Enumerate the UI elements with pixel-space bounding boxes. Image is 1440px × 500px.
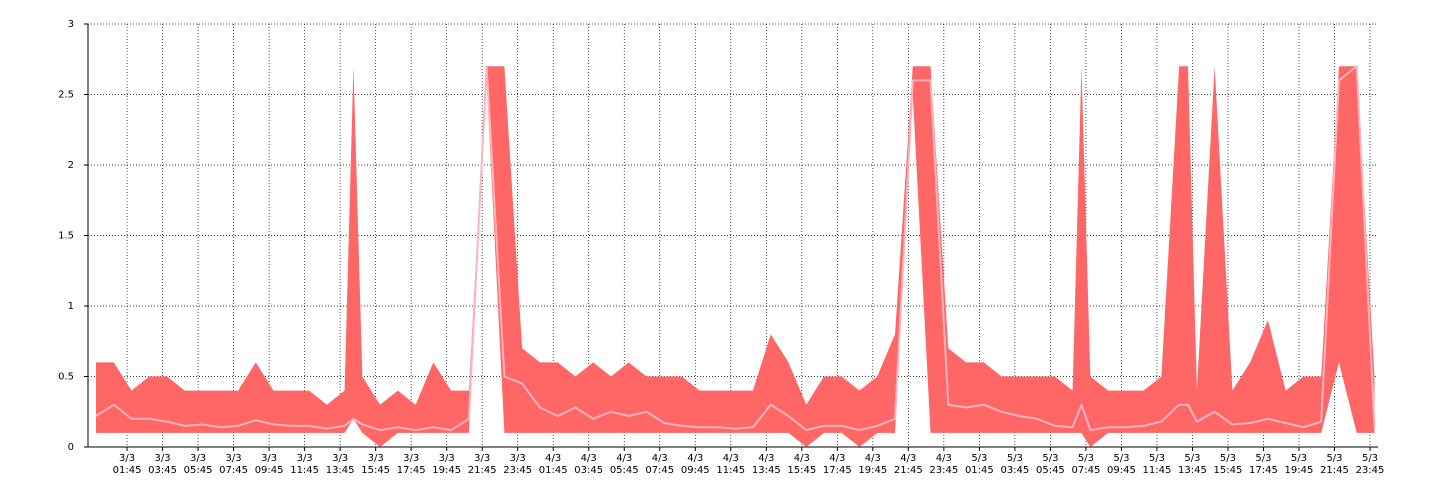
x-tick-label: 4/3 11:45 xyxy=(716,453,746,476)
x-tick-label: 3/3 05:45 xyxy=(183,453,213,476)
y-tick-label: 0.5 xyxy=(58,372,74,383)
x-tick-label: 3/3 03:45 xyxy=(148,453,177,476)
x-tick-label: 5/3 05:45 xyxy=(1035,453,1065,476)
y-tick-label: 1 xyxy=(68,301,74,312)
y-tick-label: 1.5 xyxy=(58,231,74,242)
x-tick-label: 3/3 21:45 xyxy=(467,453,497,476)
x-tick-label: 4/3 05:45 xyxy=(609,453,639,476)
y-tick-label: 0 xyxy=(68,442,74,453)
y-tick-label: 2 xyxy=(68,160,74,171)
x-tick-label: 4/3 15:45 xyxy=(787,453,817,476)
x-tick-label: 4/3 17:45 xyxy=(822,453,852,476)
y-tick-label: 3 xyxy=(68,19,74,30)
x-tick-label: 3/3 11:45 xyxy=(290,453,320,476)
x-tick-label: 3/3 01:45 xyxy=(112,453,142,476)
x-tick-label: 4/3 21:45 xyxy=(893,453,923,476)
x-tick-label: 5/3 07:45 xyxy=(1071,453,1101,476)
x-tick-label: 5/3 21:45 xyxy=(1320,453,1349,476)
x-tick-label: 4/3 03:45 xyxy=(574,453,604,476)
x-tick-label: 5/3 01:45 xyxy=(964,453,994,476)
x-tick-label: 5/3 11:45 xyxy=(1142,453,1172,476)
x-tick-label: 5/3 19:45 xyxy=(1284,453,1314,476)
x-tick-label: 4/3 09:45 xyxy=(680,453,710,476)
x-tick-label: 3/3 07:45 xyxy=(219,453,248,476)
range-band xyxy=(95,66,1375,448)
x-tick-label: 5/3 13:45 xyxy=(1178,453,1207,476)
x-tick-label: 3/3 19:45 xyxy=(432,453,462,476)
x-tick-label: 4/3 13:45 xyxy=(751,453,781,476)
x-tick-label: 3/3 13:45 xyxy=(325,453,355,476)
x-tick-label: 5/3 17:45 xyxy=(1249,453,1278,476)
x-tick-label: 5/3 23:45 xyxy=(1355,453,1385,476)
x-tick-label: 4/3 19:45 xyxy=(858,453,888,476)
x-tick-label: 4/3 23:45 xyxy=(929,453,959,476)
x-tick-label: 5/3 09:45 xyxy=(1106,453,1136,476)
x-tick-label: 3/3 09:45 xyxy=(254,453,284,476)
x-tick-label: 3/3 17:45 xyxy=(396,453,426,476)
x-tick-label: 3/3 23:45 xyxy=(503,453,533,476)
x-tick-label: 5/3 15:45 xyxy=(1213,453,1243,476)
average-line xyxy=(95,65,1376,432)
y-tick-label: 2.5 xyxy=(58,90,74,101)
x-tick-label: 3/3 15:45 xyxy=(361,453,391,476)
x-tick-label: 5/3 03:45 xyxy=(1000,453,1030,476)
x-tick-label: 4/3 07:45 xyxy=(645,453,675,476)
x-tick-label: 4/3 01:45 xyxy=(538,453,568,476)
